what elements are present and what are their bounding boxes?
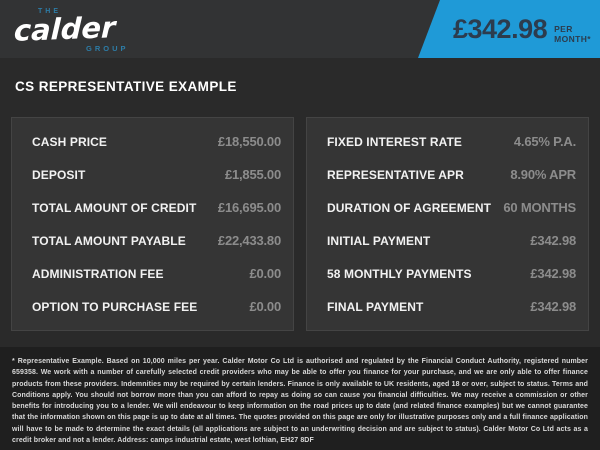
calder-group-logo[interactable]: THE calder GROUP [13,5,144,53]
table-row: REPRESENTATIVE APR 8.90% APR [307,158,588,191]
row-label: ADMINISTRATION FEE [32,266,164,281]
per-month-label: PER MONTH* [554,23,591,44]
row-label: TOTAL AMOUNT PAYABLE [32,233,186,248]
row-label: INITIAL PAYMENT [327,233,431,248]
finance-terms-table: FIXED INTEREST RATE 4.65% P.A. REPRESENT… [306,117,589,331]
row-value: £22,433.80 [217,233,281,248]
table-row: FIXED INTEREST RATE 4.65% P.A. [307,125,588,158]
legal-disclaimer: * Representative Example. Based on 10,00… [0,347,600,450]
table-row: CASH PRICE £18,550.00 [12,125,293,158]
table-row: TOTAL AMOUNT PAYABLE £22,433.80 [12,224,293,257]
table-row: OPTION TO PURCHASE FEE £0.00 [12,290,293,323]
monthly-price-banner: £342.98 PER MONTH* [418,0,600,58]
row-label: OPTION TO PURCHASE FEE [32,299,198,314]
table-row: ADMINISTRATION FEE £0.00 [12,257,293,290]
cash-price-table: CASH PRICE £18,550.00 DEPOSIT £1,855.00 … [11,117,294,331]
finance-tables: CASH PRICE £18,550.00 DEPOSIT £1,855.00 … [0,117,600,331]
row-label: 58 MONTHLY PAYMENTS [327,266,472,281]
row-label: DURATION OF AGREEMENT [327,200,492,215]
row-value: £18,550.00 [217,134,281,149]
table-row: DEPOSIT £1,855.00 [12,158,293,191]
table-row: INITIAL PAYMENT £342.98 [307,224,588,257]
main-content: CS REPRESENTATIVE EXAMPLE CASH PRICE £18… [0,58,600,347]
row-label: FINAL PAYMENT [327,299,424,314]
row-label: REPRESENTATIVE APR [327,167,464,182]
logo-calder-text: calder [13,10,117,48]
header: THE calder GROUP £342.98 PER MONTH* [0,0,600,58]
table-row: DURATION OF AGREEMENT 60 MONTHS [307,191,588,224]
row-label: CASH PRICE [32,134,108,149]
logo-the-text: THE [38,8,61,15]
row-value: £16,695.00 [217,200,281,215]
monthly-price: £342.98 [453,13,548,44]
row-value: £342.98 [530,266,576,281]
table-row: TOTAL AMOUNT OF CREDIT £16,695.00 [12,191,293,224]
row-label: FIXED INTEREST RATE [327,134,463,149]
row-value: £342.98 [530,233,576,248]
row-value: £1,855.00 [224,167,281,182]
row-value: £0.00 [249,299,281,314]
row-value: 4.65% P.A. [513,134,576,149]
page-title: CS REPRESENTATIVE EXAMPLE [15,79,237,94]
row-value: £342.98 [530,299,576,314]
row-value: £0.00 [249,266,281,281]
row-label: TOTAL AMOUNT OF CREDIT [32,200,197,215]
row-value: 60 MONTHS [503,200,576,215]
row-label: DEPOSIT [32,167,86,182]
row-value: 8.90% APR [510,167,576,182]
table-row: 58 MONTHLY PAYMENTS £342.98 [307,257,588,290]
logo-group-text: GROUP [86,44,129,53]
table-row: FINAL PAYMENT £342.98 [307,290,588,323]
